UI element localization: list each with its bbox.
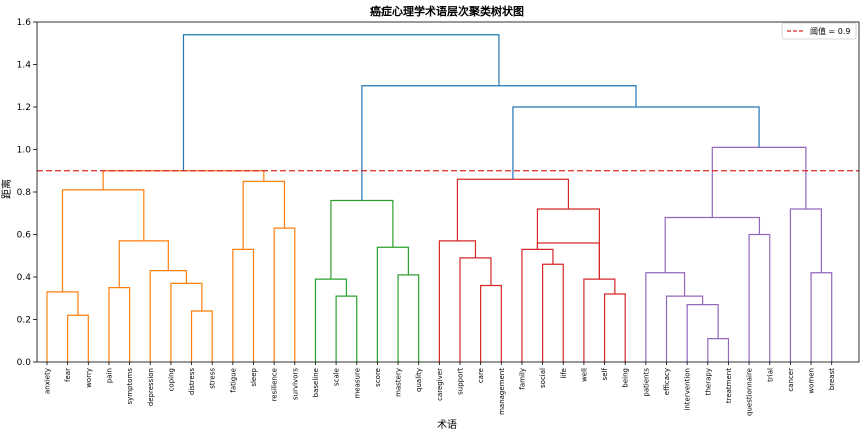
y-tick-label: 0.2 — [17, 316, 31, 326]
leaf-label: cancer — [787, 368, 795, 392]
dendrogram-link-purple — [810, 272, 833, 362]
y-tick-label: 0.6 — [17, 231, 32, 241]
dendrogram-link-purple — [789, 208, 822, 362]
leaf-label: resilience — [271, 368, 279, 401]
y-tick-label: 0.0 — [17, 358, 32, 368]
dendrogram-link-red — [480, 284, 502, 362]
dendrogram-link-blue — [512, 106, 760, 180]
leaf-label: fear — [64, 368, 72, 382]
leaf-label: efficacy — [663, 368, 671, 395]
dendrogram-link-orange — [273, 227, 296, 362]
dendrogram-link-orange — [242, 180, 286, 250]
legend-box — [781, 22, 857, 40]
dendrogram-link-red — [603, 293, 626, 362]
leaf-label: self — [601, 367, 609, 380]
y-tick-label: 1.0 — [17, 146, 32, 156]
leaf-label: stress — [209, 368, 217, 389]
dendrogram-link-orange — [149, 270, 187, 362]
dendrogram-link-red — [521, 248, 554, 362]
dendrogram-link-blue — [361, 85, 637, 201]
leaf-label: women — [808, 368, 816, 394]
dendrogram-link-green — [335, 295, 358, 362]
dendrogram-link-orange — [108, 287, 131, 362]
leaf-label: care — [477, 368, 485, 383]
leaf-label: therapy — [704, 368, 712, 395]
leaf-label: breast — [828, 368, 836, 390]
dendrogram-links — [46, 34, 833, 362]
dendrogram-link-purple — [707, 338, 730, 362]
leaf-label: caregiver — [436, 368, 444, 401]
dendrogram-link-green — [330, 199, 394, 280]
dendrogram-link-red — [438, 240, 477, 362]
leaf-label: measure — [353, 368, 361, 399]
leaf-label: depression — [147, 368, 155, 406]
dendrogram-link-blue — [182, 34, 500, 171]
dendrogram-link-orange — [67, 314, 89, 362]
dendrogram-link-red — [459, 257, 492, 362]
dendrogram-link-orange — [118, 240, 169, 288]
y-axis-ticks: 0.0 0.2 0.4 0.6 0.8 1.0 1.2 1.4 1.6 — [17, 18, 37, 368]
dendrogram-link-purple — [711, 146, 807, 218]
dendrogram-link-purple — [748, 233, 771, 362]
leaf-label: trial — [766, 368, 774, 382]
leaf-label: baseline — [312, 368, 320, 397]
dendrogram-link-orange — [190, 310, 213, 362]
y-axis-label: 距离 — [0, 179, 13, 199]
dendrogram-link-red — [536, 242, 600, 280]
leaf-label: questionnaire — [746, 368, 754, 416]
leaf-label: sleep — [250, 367, 258, 386]
dendrogram-link-purple — [686, 304, 719, 362]
y-tick-label: 1.4 — [17, 61, 32, 71]
leaf-label: well — [580, 368, 588, 382]
dendrogram-link-green — [376, 246, 409, 362]
leaf-label: distress — [188, 368, 196, 395]
leaf-label: scale — [333, 368, 341, 386]
leaf-label: support — [457, 368, 465, 395]
dendrogram-link-green — [397, 274, 420, 362]
leaf-label: management — [498, 368, 506, 415]
y-tick-label: 1.6 — [17, 18, 32, 28]
y-tick-label: 1.2 — [17, 103, 31, 113]
leaf-label: symptoms — [126, 368, 134, 405]
leaf-label: patients — [642, 368, 650, 397]
leaf-label: survivors — [291, 368, 299, 400]
leaf-label: mastery — [395, 368, 403, 397]
leaf-label: score — [374, 368, 382, 387]
y-tick-label: 0.4 — [17, 273, 32, 283]
chart-title: 癌症心理学术语层次聚类树状图 — [370, 4, 524, 18]
x-axis-ticks: anxiety fear worry pain symptoms depression co… — [44, 362, 836, 416]
legend: 阈值 = 0.9 — [781, 22, 857, 40]
plot-frame — [36, 21, 860, 363]
leaf-label: coping — [167, 368, 175, 391]
dendrogram-link-green — [314, 278, 348, 362]
leaf-label: being — [622, 368, 630, 388]
x-axis-label: 术语 — [437, 419, 457, 431]
dendrogram-link-purple — [645, 272, 686, 362]
dendrogram-link-orange — [46, 291, 79, 362]
dendrogram-link-purple — [664, 216, 761, 273]
leaf-label: social — [539, 368, 547, 388]
leaf-label: life — [560, 368, 568, 379]
leaf-label: treatment — [725, 368, 733, 403]
leaf-label: pain — [105, 368, 113, 383]
leaf-label: intervention — [684, 368, 692, 411]
y-tick-label: 0.8 — [17, 188, 32, 198]
dendrogram-link-red — [583, 278, 616, 362]
leaf-label: worry — [85, 368, 93, 388]
leaf-label: anxiety — [44, 368, 52, 394]
leaf-label: family — [518, 368, 526, 390]
leaf-label: fatigue — [229, 368, 237, 393]
legend-threshold-label: 阈值 = 0.9 — [810, 26, 851, 36]
dendrogram-link-orange — [170, 282, 203, 362]
dendrogram-link-orange — [232, 248, 255, 362]
dendrogram-link-orange — [102, 170, 265, 190]
dendrogram-link-purple — [665, 295, 704, 362]
dendrogram-link-red — [536, 208, 600, 280]
dendrogram-link-red — [542, 263, 564, 362]
leaf-label: quality — [415, 368, 423, 392]
dendrogram-link-red — [456, 178, 570, 241]
